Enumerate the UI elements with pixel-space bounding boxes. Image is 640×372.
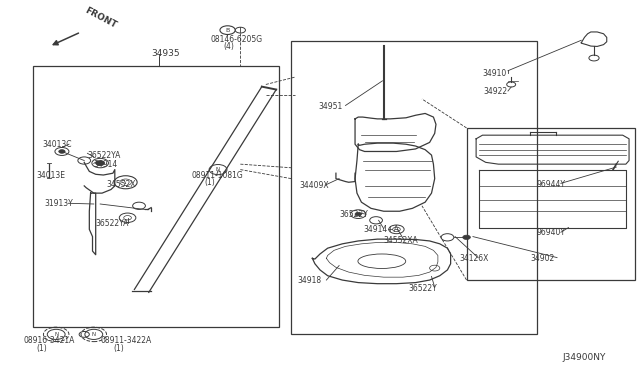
Text: 08146-6205G: 08146-6205G — [211, 35, 262, 44]
Circle shape — [355, 212, 362, 216]
Circle shape — [393, 227, 400, 231]
Text: N: N — [92, 332, 96, 337]
Circle shape — [120, 179, 131, 186]
Text: 34914+A: 34914+A — [364, 225, 399, 234]
Circle shape — [463, 235, 470, 240]
Text: 34409X: 34409X — [300, 182, 329, 190]
Text: (1): (1) — [113, 344, 124, 353]
Text: 34013E: 34013E — [36, 170, 65, 180]
Circle shape — [441, 234, 454, 241]
Text: 96940Y: 96940Y — [537, 228, 566, 237]
Text: N: N — [216, 167, 220, 172]
Circle shape — [351, 210, 366, 218]
Text: 08911-1081G: 08911-1081G — [191, 170, 243, 180]
Text: (1): (1) — [204, 178, 215, 187]
Text: 34951: 34951 — [319, 102, 343, 111]
Text: 36522Y: 36522Y — [339, 210, 368, 219]
Circle shape — [59, 150, 65, 153]
Text: 36522YA: 36522YA — [88, 151, 121, 160]
Text: FRONT: FRONT — [83, 6, 118, 30]
Text: 34922: 34922 — [484, 87, 508, 96]
Bar — [467, 128, 636, 280]
Text: 34935: 34935 — [151, 49, 180, 58]
Text: 34552X: 34552X — [106, 180, 136, 189]
Circle shape — [370, 217, 383, 224]
Circle shape — [236, 27, 246, 33]
Text: (4): (4) — [223, 42, 234, 51]
Text: 08911-3422A: 08911-3422A — [100, 336, 152, 346]
Text: 34126X: 34126X — [459, 254, 488, 263]
Circle shape — [119, 213, 136, 222]
Circle shape — [114, 176, 137, 189]
Text: 34902: 34902 — [531, 254, 554, 263]
Text: 36522Y: 36522Y — [408, 283, 436, 292]
Text: 34914: 34914 — [94, 160, 118, 169]
Text: 08916-3421A: 08916-3421A — [24, 336, 75, 346]
Bar — [33, 66, 278, 327]
Circle shape — [78, 157, 91, 164]
Text: N: N — [54, 332, 58, 337]
Circle shape — [96, 161, 104, 166]
Text: 34013C: 34013C — [43, 140, 72, 149]
Text: B: B — [225, 28, 230, 33]
Text: 34910: 34910 — [483, 69, 507, 78]
Text: 36522YA: 36522YA — [96, 219, 129, 228]
Text: J34900NY: J34900NY — [562, 353, 605, 362]
Text: 34918: 34918 — [298, 276, 322, 285]
Circle shape — [92, 158, 108, 168]
Text: (1): (1) — [36, 344, 47, 353]
Text: 31913Y: 31913Y — [45, 199, 74, 208]
Circle shape — [132, 202, 145, 209]
Circle shape — [124, 216, 131, 220]
Circle shape — [55, 147, 69, 155]
Text: 34552XA: 34552XA — [384, 237, 419, 246]
Text: 96944Y: 96944Y — [537, 180, 566, 189]
Bar — [291, 41, 537, 334]
Circle shape — [389, 225, 404, 234]
